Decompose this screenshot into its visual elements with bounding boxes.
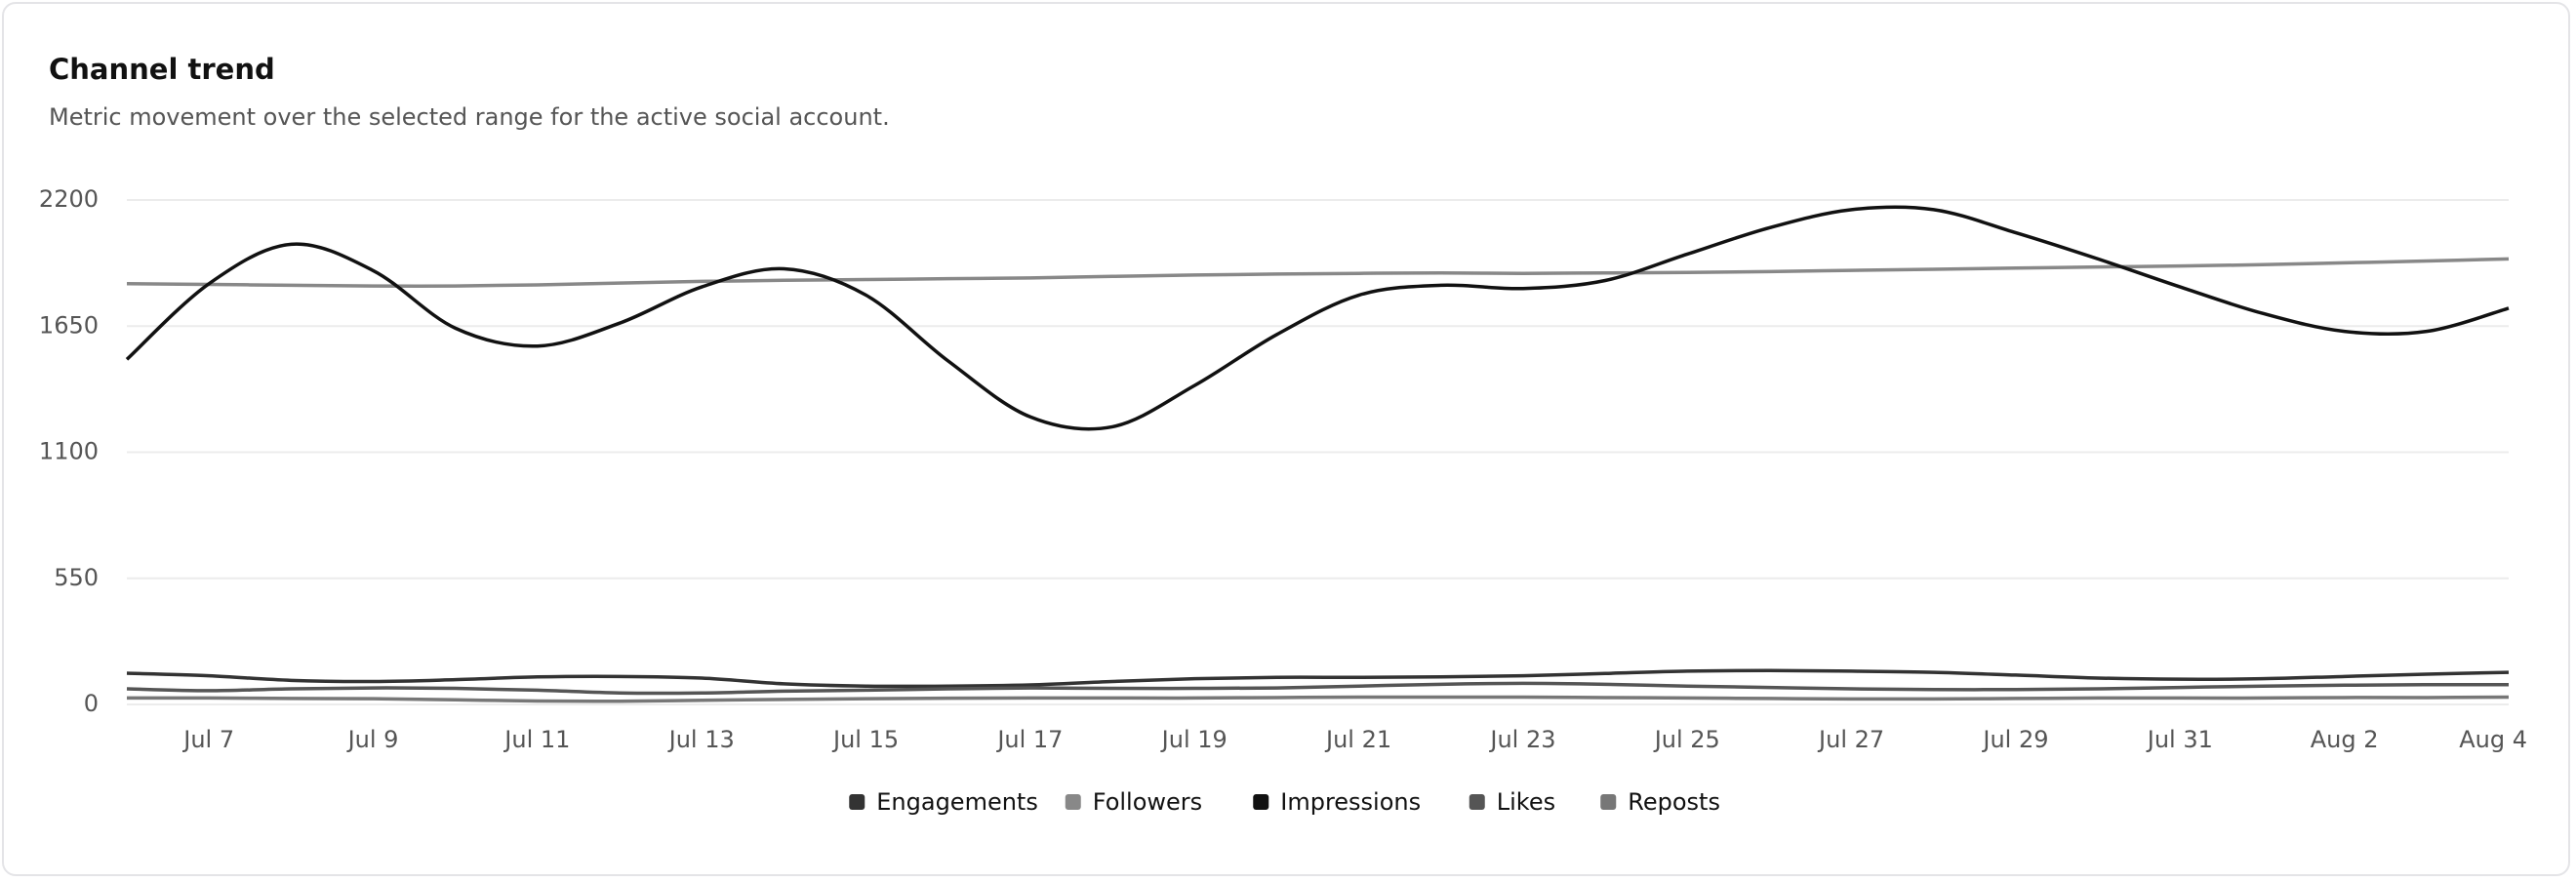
legend-label: Followers xyxy=(1093,788,1202,816)
x-tick-label: Jul 13 xyxy=(667,726,735,753)
x-tick-label: Aug 2 xyxy=(2311,726,2379,753)
series-line xyxy=(125,205,2510,431)
series-line xyxy=(126,668,2510,689)
y-tick-label: 1100 xyxy=(39,438,99,465)
legend-swatch xyxy=(1065,794,1081,810)
x-tick-label: Jul 17 xyxy=(995,726,1063,753)
legend-swatch xyxy=(1253,794,1269,810)
x-tick-label: Jul 25 xyxy=(1653,726,1720,753)
series-line xyxy=(126,681,2510,696)
x-tick-label: Jul 11 xyxy=(503,726,570,753)
y-tick-label: 1650 xyxy=(39,311,99,339)
x-tick-label: Aug 4 xyxy=(2459,726,2527,753)
legend-swatch xyxy=(849,794,865,810)
legend-swatch xyxy=(1469,794,1485,810)
x-tick-label: Jul 15 xyxy=(831,726,899,753)
legend-swatch xyxy=(1600,794,1617,810)
x-tick-label: Jul 9 xyxy=(346,726,399,753)
x-tick-label: Jul 29 xyxy=(1981,726,2048,753)
y-tick-label: 550 xyxy=(54,564,99,591)
legend-label: Engagements xyxy=(876,788,1038,816)
x-tick-label: Jul 27 xyxy=(1817,726,1884,753)
chart-title: Channel trend xyxy=(49,53,275,86)
chart-subtitle: Metric movement over the selected range … xyxy=(49,103,890,131)
series-line xyxy=(126,695,2510,703)
legend-label: Likes xyxy=(1497,788,1555,816)
x-tick-label: Jul 21 xyxy=(1324,726,1391,753)
x-tick-label: Jul 31 xyxy=(2146,726,2213,753)
series-line xyxy=(126,257,2510,288)
x-tick-label: Jul 19 xyxy=(1160,726,1228,753)
x-tick-label: Jul 7 xyxy=(181,726,234,753)
y-tick-label: 0 xyxy=(84,690,99,717)
y-tick-label: 2200 xyxy=(39,185,99,213)
legend-label: Impressions xyxy=(1280,788,1421,816)
x-tick-label: Jul 23 xyxy=(1488,726,1555,753)
legend-label: Reposts xyxy=(1628,788,1720,816)
